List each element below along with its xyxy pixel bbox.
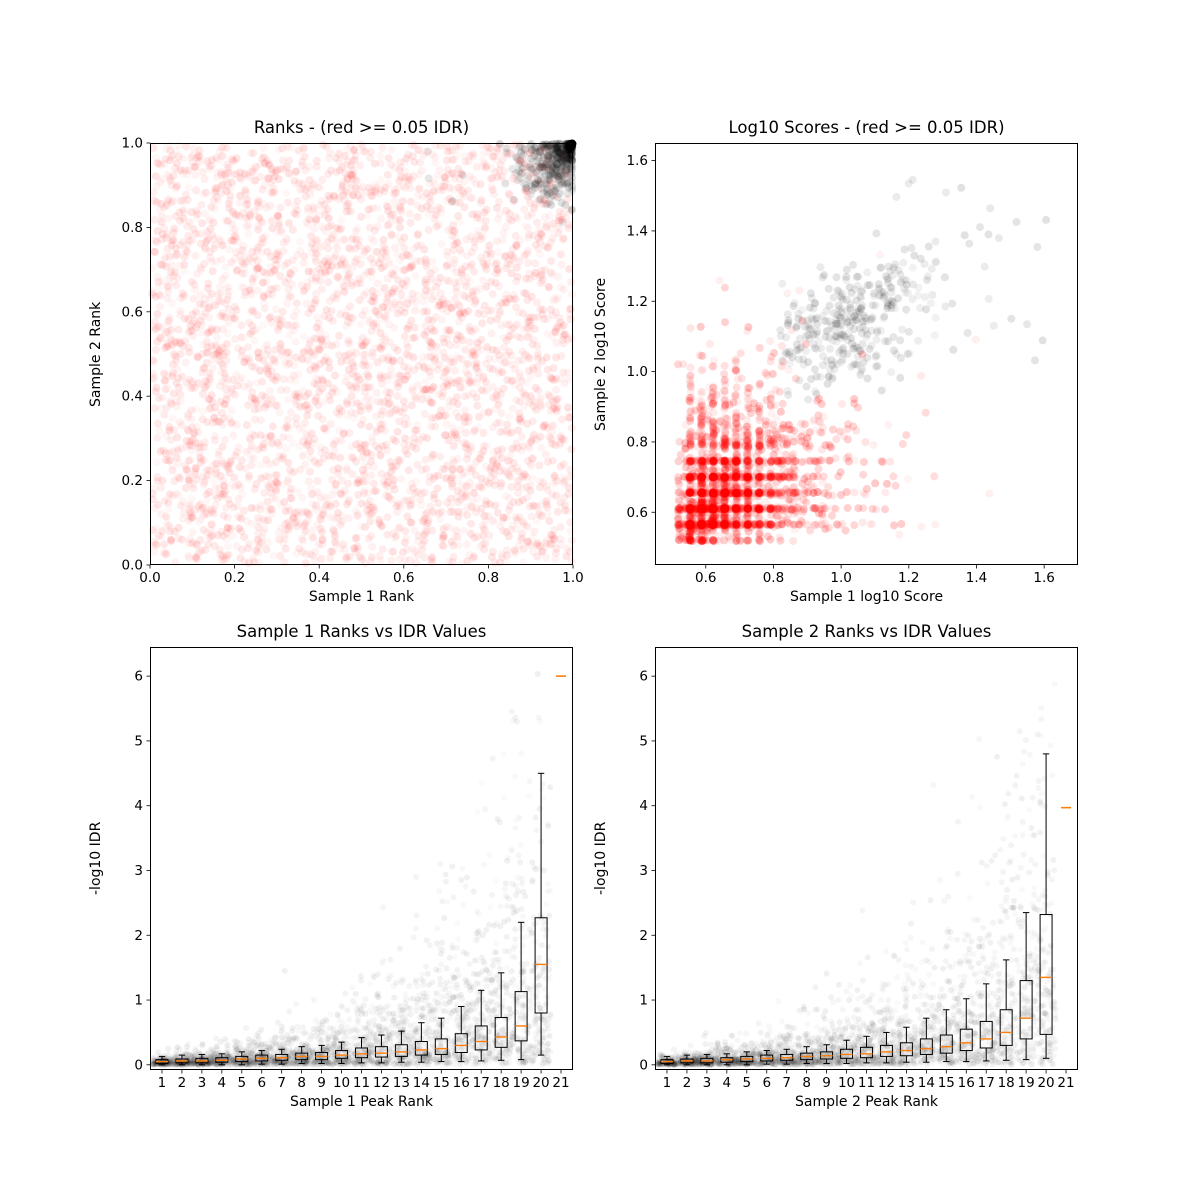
svg-text:0.8: 0.8 xyxy=(478,570,499,586)
svg-text:0.0: 0.0 xyxy=(122,558,143,574)
chart-title: Log10 Scores - (red >= 0.05 IDR) xyxy=(728,118,1005,137)
y-axis-label: -log10 IDR xyxy=(88,821,104,896)
svg-text:1.0: 1.0 xyxy=(122,136,143,152)
x-axis-label: Sample 1 Rank xyxy=(308,589,415,605)
y-axis-label: Sample 2 Rank xyxy=(88,301,104,407)
svg-text:0.6: 0.6 xyxy=(393,570,414,586)
x-axis-label: Sample 2 Peak Rank xyxy=(795,1094,938,1110)
ranks-scatter-plot: 0.0 0.2 0.4 0.6 0.8 1.0 0.0 0.2 0.4 0.6 0.8 1.0 xyxy=(122,136,584,587)
chart-title: Sample 1 Ranks vs IDR Values xyxy=(236,622,487,641)
svg-text:0.2: 0.2 xyxy=(224,570,245,586)
svg-text:0.4: 0.4 xyxy=(308,570,329,586)
chart-title: Ranks - (red >= 0.05 IDR) xyxy=(253,118,470,137)
svg-text:0.2: 0.2 xyxy=(122,473,143,489)
svg-text:0.0: 0.0 xyxy=(139,570,160,586)
svg-text:0.6: 0.6 xyxy=(122,304,143,320)
x-axis-label: Sample 1 log10 Score xyxy=(789,589,944,605)
y-axis-label: Sample 2 log10 Score xyxy=(593,277,609,431)
y-axis-label: -log10 IDR xyxy=(593,821,609,896)
chart-title: Sample 2 Ranks vs IDR Values xyxy=(741,622,992,641)
svg-text:0.8: 0.8 xyxy=(122,220,143,236)
x-axis-label: Sample 1 Peak Rank xyxy=(290,1094,433,1110)
svg-text:0.4: 0.4 xyxy=(122,389,143,405)
log10-scores-scatter-plot: 0.6 0.8 1.0 1.2 1.4 1.60.60.81.01.21.41.6 xyxy=(627,143,1078,586)
svg-text:1.0: 1.0 xyxy=(562,570,583,586)
